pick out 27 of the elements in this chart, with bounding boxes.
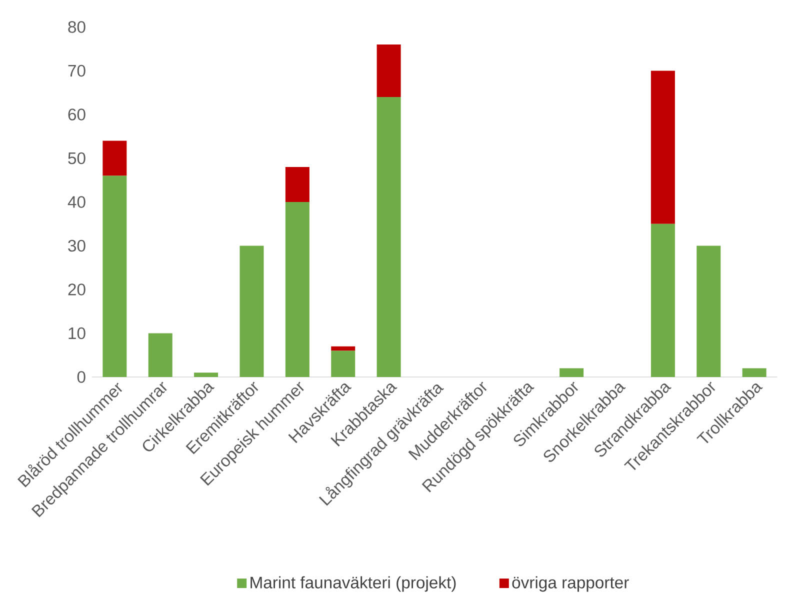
y-tick-label: 80 — [68, 21, 86, 33]
y-tick-label: 50 — [68, 152, 86, 164]
y-tick-label: 20 — [68, 284, 86, 296]
bar — [376, 97, 401, 378]
bar — [331, 350, 356, 378]
bar — [194, 372, 218, 378]
bar — [285, 202, 310, 378]
y-tick-label: 60 — [68, 108, 86, 120]
legend-label: övriga rapporter — [512, 576, 629, 592]
bar — [148, 333, 172, 378]
bar — [650, 70, 675, 224]
bar — [102, 176, 127, 378]
bar — [240, 246, 264, 378]
y-tick-label: 10 — [68, 327, 86, 340]
y-tick-label: 40 — [68, 196, 86, 208]
bar — [331, 346, 356, 351]
bar — [376, 44, 401, 97]
legend-label: Marint faunaväkteri (projekt) — [250, 576, 456, 592]
bar — [696, 246, 721, 378]
bar — [560, 368, 584, 378]
y-tick-label: 30 — [68, 240, 86, 252]
bar — [102, 140, 127, 176]
bar — [742, 368, 766, 378]
y-tick-label: 0 — [77, 371, 86, 383]
bar — [285, 167, 310, 202]
y-tick-label: 70 — [68, 64, 86, 77]
bar — [650, 224, 675, 378]
